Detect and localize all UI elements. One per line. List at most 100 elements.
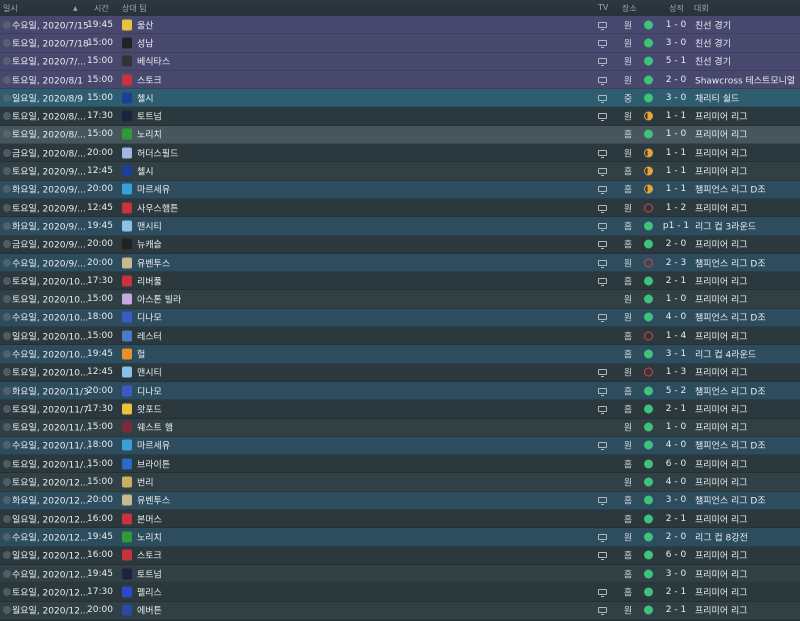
fixture-score[interactable]: 2 - 1 [665,605,687,616]
competition-link[interactable]: 프리미어 리그 [695,405,748,416]
opponent-link[interactable]: 뉴캐슬 [137,240,162,251]
fixture-row[interactable]: 금요일, 2020/8/... 20:00 허더스필드 원 1 - 1 프리미어… [0,144,800,163]
competition-link[interactable]: 챔피언스 리그 D조 [695,387,766,398]
fixture-score[interactable]: 4 - 0 [665,440,687,451]
fixture-row[interactable]: 토요일, 2020/10... 15:00 아스톤 빌라 원 1 - 0 프리미… [0,290,800,309]
fixture-score[interactable]: 1 - 0 [665,129,687,140]
opponent-link[interactable]: 유벤투스 [137,259,171,269]
opponent-link[interactable]: 브라이튼 [137,460,171,471]
competition-link[interactable]: 프리미어 리그 [695,277,748,288]
fixture-row[interactable]: 수요일, 2020/12... 19:45 토트넘 홈 3 - 0 프리미어 리… [0,564,800,584]
fixture-row[interactable]: 일요일, 2020/10... 15:00 레스터 홈 1 - 4 프리미어 리… [0,327,800,346]
opponent-link[interactable]: 본머스 [137,515,162,526]
fixture-row[interactable]: 토요일, 2020/11/... 15:00 브라이튼 홈 6 - 0 프리미어… [0,455,800,474]
opponent-link[interactable]: 첼시 [137,94,154,105]
opponent-link[interactable]: 웨스트 햄 [137,423,173,434]
fixture-row[interactable]: 수요일, 2020/10... 18:00 디나모 원 4 - 0 챔피언스 리… [0,308,800,328]
fixture-score[interactable]: 4 - 0 [665,312,687,323]
competition-link[interactable]: 프리미어 리그 [695,570,748,581]
fixture-score[interactable]: 1 - 1 [665,184,687,195]
competition-link[interactable]: 챔피언스 리그 D조 [695,259,766,269]
fixture-score[interactable]: 1 - 0 [665,294,687,305]
fixture-score[interactable]: 2 - 0 [665,239,687,250]
col-venue[interactable]: 장소 [622,4,637,13]
competition-link[interactable]: 친선 경기 [695,39,731,50]
fixture-score[interactable]: 1 - 2 [665,202,687,213]
opponent-link[interactable]: 유벤투스 [137,496,171,507]
col-opponent[interactable]: 상대 팀 [122,4,147,13]
col-competition[interactable]: 대회 [694,4,709,13]
fixture-row[interactable]: 화요일, 2020/9/... 20:00 마르세유 홈 1 - 1 챔피언스 … [0,180,800,199]
fixture-row[interactable]: 토요일, 2020/8/... 17:30 토트넘 원 1 - 1 프리미어 리… [0,107,800,126]
fixture-score[interactable]: 3 - 0 [665,495,687,506]
fixture-row[interactable]: 일요일, 2020/12... 16:00 본머스 홈 2 - 1 프리미어 리… [0,510,800,529]
competition-link[interactable]: 챔피언스 리그 D조 [695,441,766,452]
opponent-link[interactable]: 마르세유 [137,185,171,196]
competition-link[interactable]: 프리미어 리그 [695,423,748,434]
sort-asc-icon[interactable]: ▲ [73,5,78,12]
fixture-score[interactable]: 2 - 1 [665,586,687,597]
opponent-link[interactable]: 허더스필드 [137,149,179,160]
opponent-link[interactable]: 노리치 [137,130,162,141]
fixture-row[interactable]: 토요일, 2020/8/... 15:00 노리치 홈 1 - 0 프리미어 리… [0,125,800,145]
competition-link[interactable]: 프리미어 리그 [695,515,748,526]
competition-link[interactable]: Shawcross 테스트모니얼 [695,76,796,87]
competition-link[interactable]: 프리미어 리그 [695,332,748,343]
competition-link[interactable]: 프리미어 리그 [695,167,748,178]
competition-link[interactable]: 리그 컵 8강전 [695,533,748,544]
fixture-row[interactable]: 토요일, 2020/9/... 12:45 첼시 홈 1 - 1 프리미어 리그 [0,162,800,181]
fixture-row[interactable]: 토요일, 2020/7/... 15:00 베식타스 원 5 - 1 친선 경기 [0,52,800,71]
opponent-link[interactable]: 스토크 [137,76,162,87]
fixture-row[interactable]: 토요일, 2020/11/... 15:00 웨스트 햄 원 1 - 0 프리미… [0,418,800,437]
opponent-link[interactable]: 노리치 [137,533,162,544]
opponent-link[interactable]: 토트넘 [137,570,162,581]
fixture-score[interactable]: 3 - 0 [665,568,687,579]
fixture-score[interactable]: 2 - 1 [665,403,687,414]
fixture-row[interactable]: 토요일, 2020/12... 17:30 펠리스 홈 2 - 1 프리미어 리… [0,583,800,602]
fixture-score[interactable]: 6 - 0 [665,458,687,469]
fixture-score[interactable]: 3 - 1 [665,348,687,359]
opponent-link[interactable]: 펠리스 [137,588,162,599]
fixture-row[interactable]: 일요일, 2020/12... 16:00 스토크 홈 6 - 0 프리미어 리… [0,546,800,565]
competition-link[interactable]: 프리미어 리그 [695,460,748,471]
competition-link[interactable]: 프리미어 리그 [695,606,748,617]
competition-link[interactable]: 프리미어 리그 [695,368,748,379]
opponent-link[interactable]: 에버튼 [137,606,162,617]
fixture-row[interactable]: 금요일, 2020/9/... 20:00 뉴캐슬 홈 2 - 0 프리미어 리… [0,235,800,254]
competition-link[interactable]: 채리티 쉴드 [695,94,740,105]
opponent-link[interactable]: 성남 [137,39,154,50]
competition-link[interactable]: 프리미어 리그 [695,130,748,141]
col-tv[interactable]: TV [598,3,609,12]
opponent-link[interactable]: 울산 [137,21,154,32]
fixture-score[interactable]: 2 - 0 [665,74,687,85]
competition-link[interactable]: 프리미어 리그 [695,149,748,160]
fixture-score[interactable]: 1 - 3 [665,367,687,378]
competition-link[interactable]: 챔피언스 리그 D조 [695,185,766,196]
col-time[interactable]: 시간 [94,4,109,13]
fixture-score[interactable]: 2 - 1 [665,275,687,286]
fixture-row[interactable]: 수요일, 2020/7/15 19:45 울산 원 1 - 0 친선 경기 [0,16,800,35]
fixture-score[interactable]: 3 - 0 [665,37,687,48]
competition-link[interactable]: 프리미어 리그 [695,204,748,215]
fixture-row[interactable]: 수요일, 2020/10... 19:45 헐 홈 3 - 1 리그 컵 4라운… [0,345,800,364]
fixture-row[interactable]: 토요일, 2020/12... 15:00 번리 원 4 - 0 프리미어 리그 [0,473,800,492]
competition-link[interactable]: 친선 경기 [695,57,731,68]
opponent-link[interactable]: 맨시티 [137,222,162,233]
opponent-link[interactable]: 디나모 [137,387,162,398]
opponent-link[interactable]: 토트넘 [137,112,162,123]
competition-link[interactable]: 챔피언스 리그 D조 [695,313,766,324]
fixture-row[interactable]: 토요일, 2020/10... 17:30 리버풀 홈 2 - 1 프리미어 리… [0,272,800,291]
fixture-row[interactable]: 월요일, 2020/12... 20:00 에버튼 원 2 - 1 프리미어 리… [0,601,800,620]
opponent-link[interactable]: 리버풀 [137,277,162,288]
fixture-row[interactable]: 수요일, 2020/12... 19:45 노리치 원 2 - 0 리그 컵 8… [0,528,800,547]
fixture-row[interactable]: 일요일, 2020/8/9 15:00 첼시 중 3 - 0 채리티 쉴드 [0,89,800,108]
fixture-score[interactable]: 1 - 1 [665,166,687,177]
opponent-link[interactable]: 맨시티 [137,368,162,379]
opponent-link[interactable]: 아스톤 빌라 [137,295,182,306]
opponent-link[interactable]: 베식타스 [137,57,171,68]
fixture-score[interactable]: 5 - 1 [665,56,687,67]
fixture-row[interactable]: 수요일, 2020/11/... 18:00 마르세유 원 4 - 0 챔피언스… [0,436,800,456]
fixture-score[interactable]: 1 - 1 [665,147,687,158]
fixture-row[interactable]: 수요일, 2020/9/... 20:00 유벤투스 원 2 - 3 챔피언스 … [0,253,800,273]
opponent-link[interactable]: 레스터 [137,332,162,343]
